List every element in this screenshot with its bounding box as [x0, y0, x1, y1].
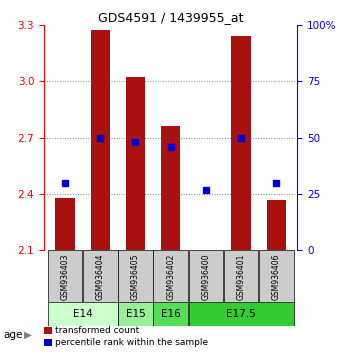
- Text: GSM936400: GSM936400: [201, 253, 210, 299]
- Text: GSM936402: GSM936402: [166, 253, 175, 299]
- Text: ▶: ▶: [24, 330, 32, 339]
- Bar: [55, 198, 75, 251]
- Text: age: age: [3, 330, 23, 339]
- Bar: [48, 251, 82, 302]
- Bar: [224, 251, 258, 302]
- Bar: [161, 126, 180, 251]
- Text: percentile rank within the sample: percentile rank within the sample: [55, 338, 208, 347]
- Title: GDS4591 / 1439955_at: GDS4591 / 1439955_at: [98, 11, 243, 24]
- Text: GSM936406: GSM936406: [272, 253, 281, 299]
- Text: transformed count: transformed count: [55, 326, 139, 335]
- Text: GSM936401: GSM936401: [237, 253, 246, 299]
- Bar: [83, 251, 118, 302]
- Text: E14: E14: [73, 309, 93, 319]
- Bar: [118, 251, 153, 302]
- Bar: [48, 302, 118, 326]
- Text: GSM936403: GSM936403: [61, 253, 70, 299]
- Bar: [118, 302, 153, 326]
- Bar: [232, 36, 251, 251]
- Bar: [189, 251, 223, 302]
- Text: E17.5: E17.5: [226, 309, 256, 319]
- Bar: [153, 251, 188, 302]
- Text: GSM936405: GSM936405: [131, 253, 140, 299]
- Bar: [267, 200, 286, 251]
- Bar: [259, 251, 294, 302]
- Bar: [189, 302, 294, 326]
- Bar: [196, 251, 216, 252]
- Text: E15: E15: [126, 309, 145, 319]
- Text: E16: E16: [161, 309, 180, 319]
- Bar: [153, 302, 188, 326]
- Bar: [126, 78, 145, 251]
- Text: GSM936404: GSM936404: [96, 253, 105, 299]
- Bar: [91, 30, 110, 251]
